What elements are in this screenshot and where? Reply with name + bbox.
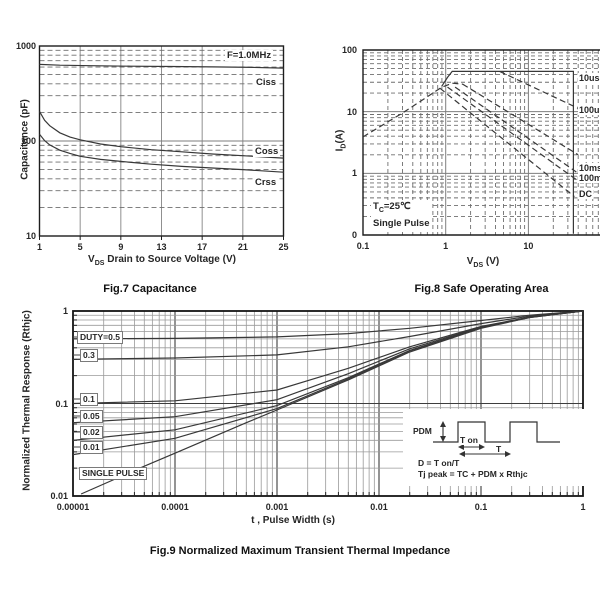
tick-label: 13 <box>156 242 167 252</box>
soa-label-100ms: 100ms <box>578 173 600 183</box>
duty-label-0-01: 0.01 <box>80 441 103 454</box>
tick-label: 0.1 <box>356 241 370 251</box>
single-pulse-label: SINGLE PULSE <box>79 467 148 480</box>
tjpeak-formula: Tj peak = TC + PDM x Rthjc <box>418 469 528 479</box>
duty-label-0-1: 0.1 <box>80 393 98 406</box>
tick-label: 0.01 <box>370 502 388 512</box>
tick-label: 10 <box>346 106 357 117</box>
pulse-waveform-drawing <box>433 421 560 457</box>
crss-curve-label: Crss <box>253 177 279 188</box>
ton-label: T on <box>460 435 478 445</box>
tick-label: 1000 <box>15 41 36 51</box>
tick-label: 21 <box>237 242 248 252</box>
soa-label-dc: DC <box>578 189 593 199</box>
coss-curve-label: Coss <box>253 146 281 157</box>
tick-label: 0 <box>351 230 357 240</box>
tick-label: 10 <box>25 231 36 241</box>
tick-label: 100 <box>20 136 36 146</box>
tick-label: 0.00001 <box>56 502 90 512</box>
soa-label-10us: 10us <box>578 73 600 83</box>
fig7-freq-annotation: F=1.0MHz <box>225 50 274 61</box>
duty-label-0-3: 0.3 <box>80 349 98 362</box>
fig8-condition-temp: TC=25℃ <box>373 201 411 214</box>
duty-label-0-02: 0.02 <box>80 426 103 439</box>
tick-label: 100 <box>341 45 357 55</box>
pdm-label: PDM <box>413 426 432 436</box>
fig8-y-axis-title: ID(A) <box>334 129 348 152</box>
tick-label: 25 <box>278 242 289 252</box>
tick-label: 9 <box>118 242 124 252</box>
tick-label: 0.1 <box>55 398 68 409</box>
fig9-inset-diagram: PDM T on T D = T on/T Tj peak = TC + PDM… <box>403 409 585 486</box>
ciss-curve-label: Ciss <box>254 77 279 88</box>
fig8-condition-pulse: Single Pulse <box>373 217 430 229</box>
tick-label: 1 <box>580 502 586 512</box>
fig9-caption: Fig.9 Normalized Maximum Transient Therm… <box>149 545 451 557</box>
tick-label: 1 <box>62 306 68 316</box>
duty-label-0-5: DUTY=0.5 <box>77 331 123 344</box>
tick-label: 0.01 <box>50 491 68 501</box>
duty-label-0-05: 0.05 <box>80 410 103 423</box>
tick-label: 5 <box>77 242 83 252</box>
fig8-conditions: TC=25℃ Single Pulse <box>371 200 432 230</box>
tick-label: 10 <box>523 241 534 251</box>
soa-label-100us: 100us <box>578 105 600 115</box>
tick-label: 0.1 <box>474 502 488 512</box>
tick-label: 1 <box>36 242 42 252</box>
duty-formula: D = T on/T <box>418 458 460 468</box>
soa-label-10ms: 10ms <box>578 163 600 173</box>
tick-label: 0.0001 <box>161 502 189 512</box>
fig8-caption: Fig.8 Safe Operating Area <box>414 283 549 295</box>
fig7-x-axis-title: VDS Drain to Source Voltage (V) <box>88 254 236 267</box>
fig9-x-axis-title: t , Pulse Width (s) <box>251 515 335 526</box>
fig7-caption: Fig.7 Capacitance <box>103 283 197 295</box>
fig8-x-axis-title: VDS (V) <box>466 256 500 269</box>
tick-label: 1 <box>351 168 357 179</box>
t-period-label: T <box>496 444 502 454</box>
tick-label: 17 <box>197 242 208 252</box>
tick-label: 0.001 <box>265 502 289 512</box>
fig9-y-axis-title: Normalized Thermal Response (Rthjc) <box>21 310 33 491</box>
tick-label: 1 <box>443 241 449 251</box>
